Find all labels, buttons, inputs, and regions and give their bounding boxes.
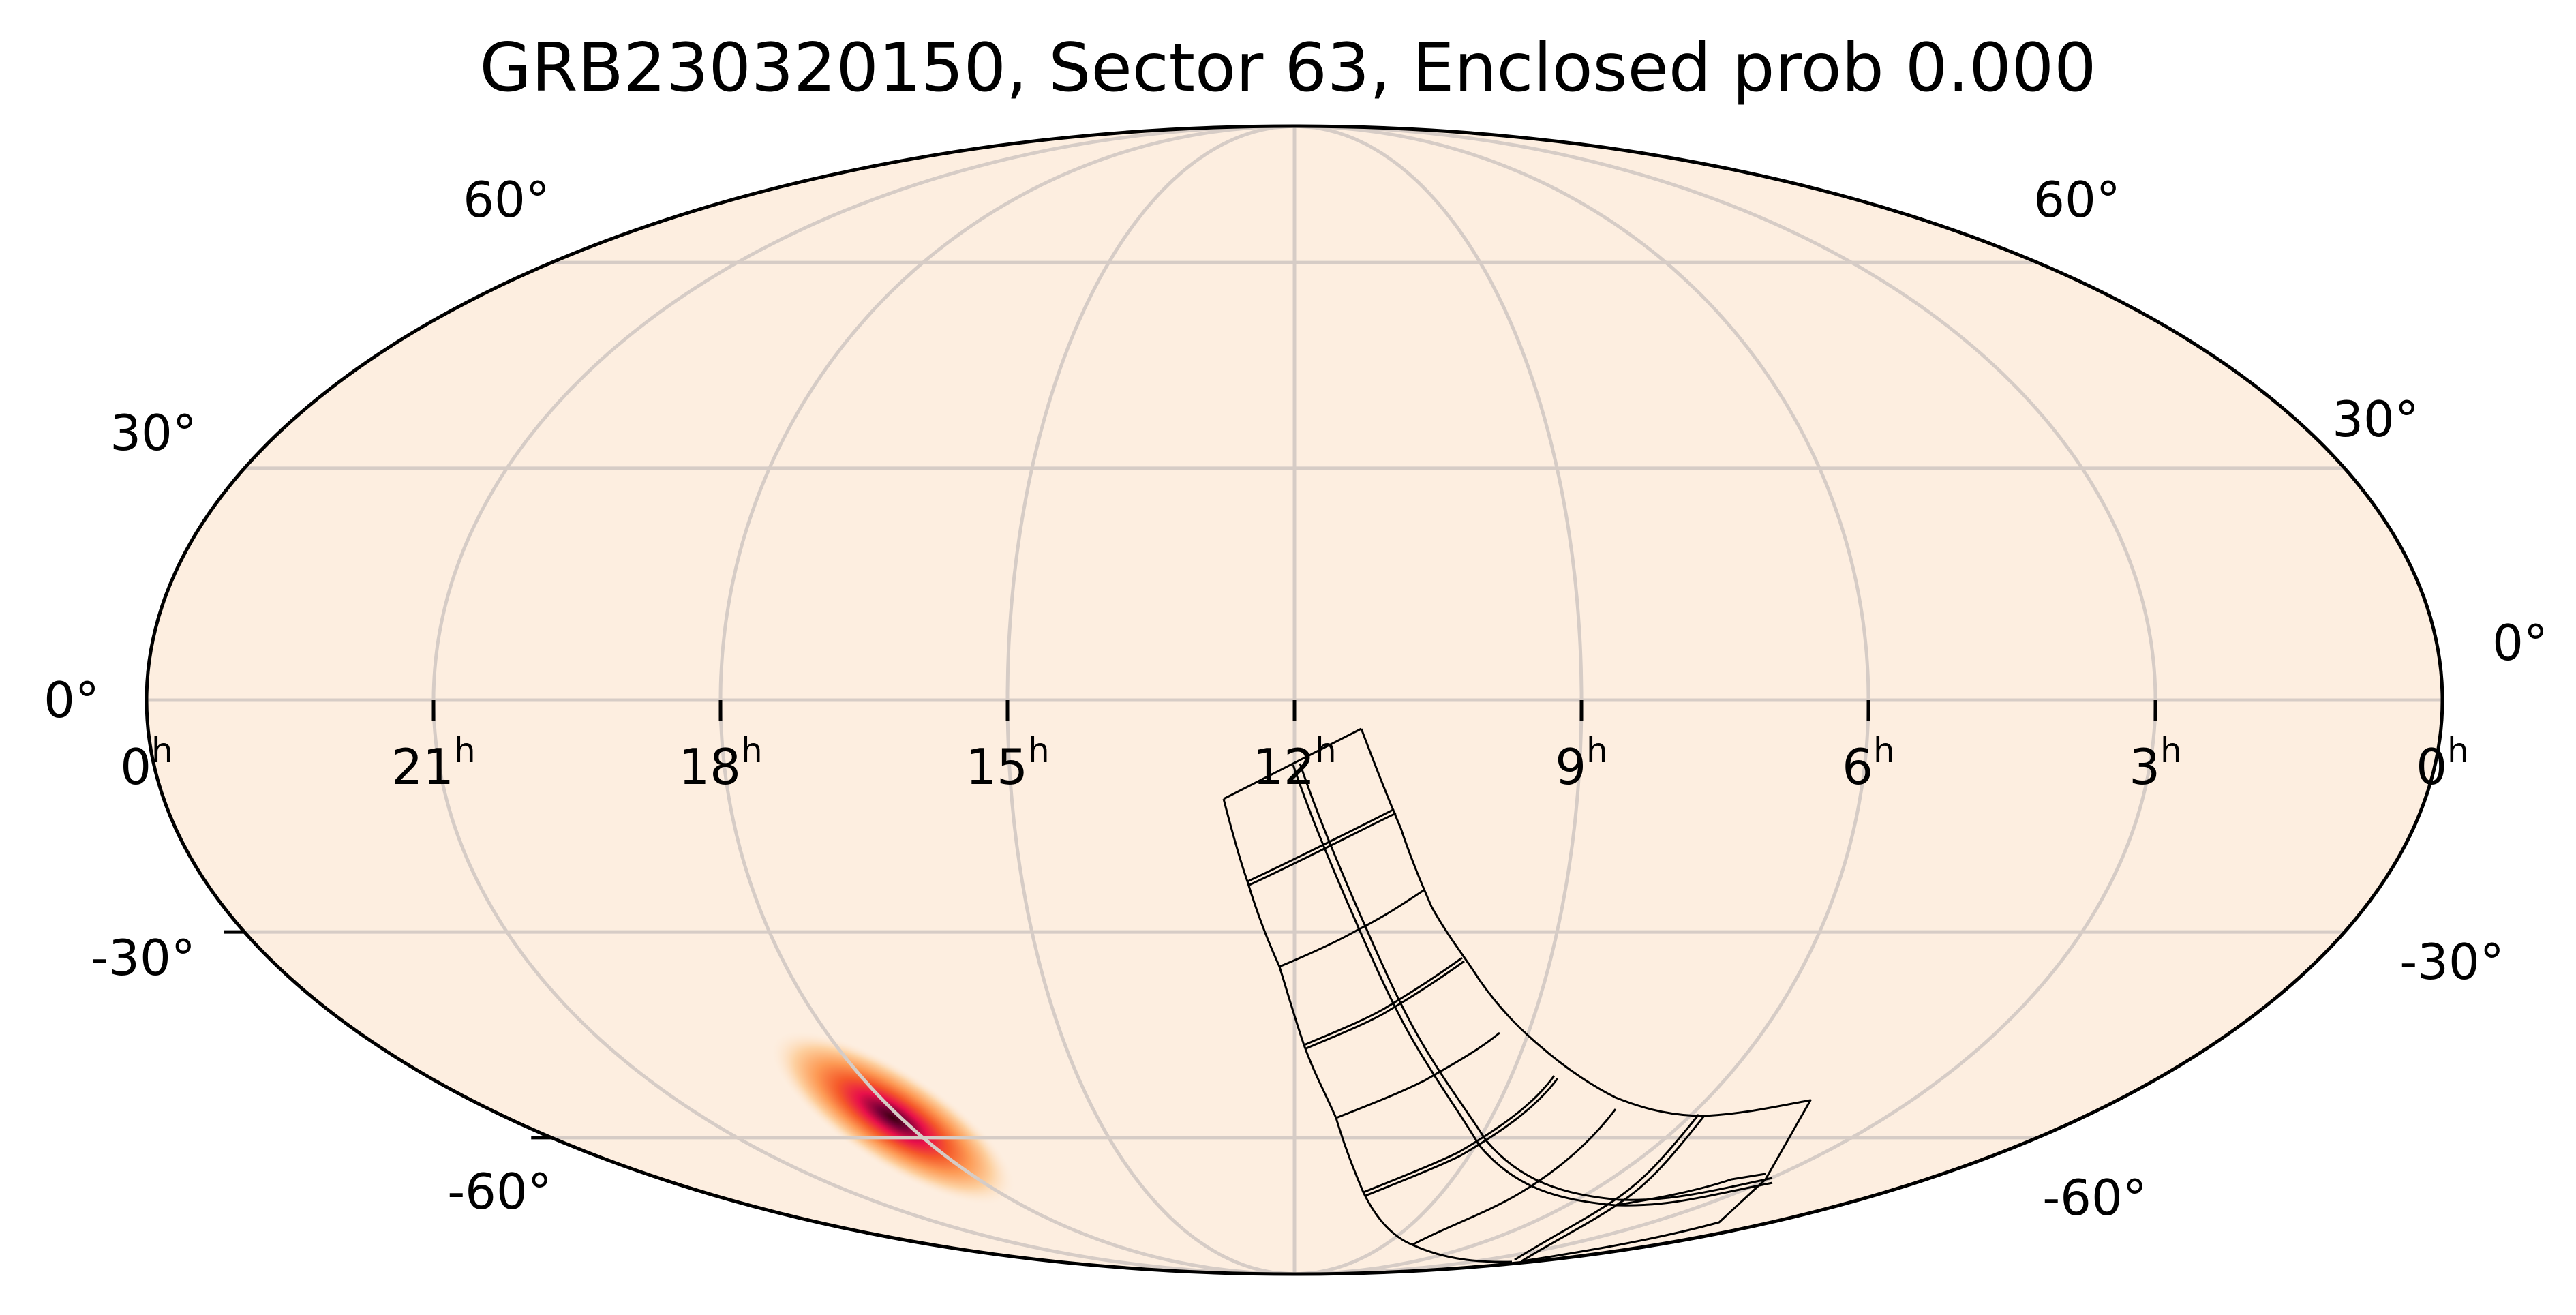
footprint-row-8 bbox=[1615, 1173, 1766, 1207]
footprint-row-4 bbox=[1335, 1031, 1500, 1119]
ra-tick-label: 12h bbox=[1252, 731, 1336, 796]
ra-tick-label: 18h bbox=[678, 731, 762, 796]
chart-title: GRB230320150, Sector 63, Enclosed prob 0… bbox=[479, 29, 2097, 107]
footprint-row-3b bbox=[1305, 960, 1465, 1050]
footprint-column-divider-2 bbox=[1299, 763, 1773, 1201]
dec-label-right: -60° bbox=[2042, 1169, 2147, 1226]
footprint-row-1 bbox=[1247, 808, 1395, 883]
dec-label-left: 30° bbox=[110, 404, 197, 462]
footprint-row-2 bbox=[1279, 888, 1425, 968]
ra-tick-label: 9h bbox=[1555, 731, 1608, 796]
tess-sector-footprint bbox=[1222, 727, 1812, 1263]
ra-tick-labels: 0h 21h 18h 15h 12h 9h 6h 3h 0h bbox=[120, 731, 2469, 796]
footprint-row-5 bbox=[1363, 1075, 1556, 1194]
footprint-row-6 bbox=[1412, 1108, 1617, 1246]
footprint-row-7 bbox=[1521, 1115, 1706, 1263]
footprint-outline-right bbox=[1360, 728, 1812, 1263]
dec-label-right: -30° bbox=[2399, 933, 2504, 991]
footprint-outline-left bbox=[1222, 727, 1513, 1263]
footprint-row-5b bbox=[1365, 1078, 1559, 1197]
dec-label-right: 60° bbox=[2033, 171, 2121, 228]
dec-label-left: -60° bbox=[447, 1163, 552, 1220]
footprint-row-7b bbox=[1514, 1114, 1700, 1261]
dec-tick-labels: 60° 30° 0° -30° -60° 60° 30° 0° -30° -60° bbox=[44, 171, 2548, 1226]
dec-label-right: 0° bbox=[2492, 614, 2548, 671]
ra-tick-label: 3h bbox=[2129, 731, 2182, 796]
ra-tick-label: 21h bbox=[391, 731, 475, 796]
dec-label-left: 60° bbox=[463, 171, 550, 228]
dec-label-right: 30° bbox=[2332, 391, 2419, 448]
dec-label-left: -30° bbox=[91, 929, 196, 986]
dec-label-left: 0° bbox=[44, 671, 100, 729]
ra-tick-label: 6h bbox=[1842, 731, 1895, 796]
footprint-row-3 bbox=[1303, 956, 1463, 1046]
ra-tick-label: 0h bbox=[120, 731, 173, 796]
sky-outline bbox=[145, 124, 2444, 1276]
ra-tick-label: 15h bbox=[965, 731, 1049, 796]
footprint-column-divider bbox=[1292, 764, 1773, 1207]
ra-tick-label: 0h bbox=[2416, 731, 2469, 796]
axis-ticks bbox=[224, 700, 2157, 1140]
footprint-row-1b bbox=[1249, 812, 1397, 886]
